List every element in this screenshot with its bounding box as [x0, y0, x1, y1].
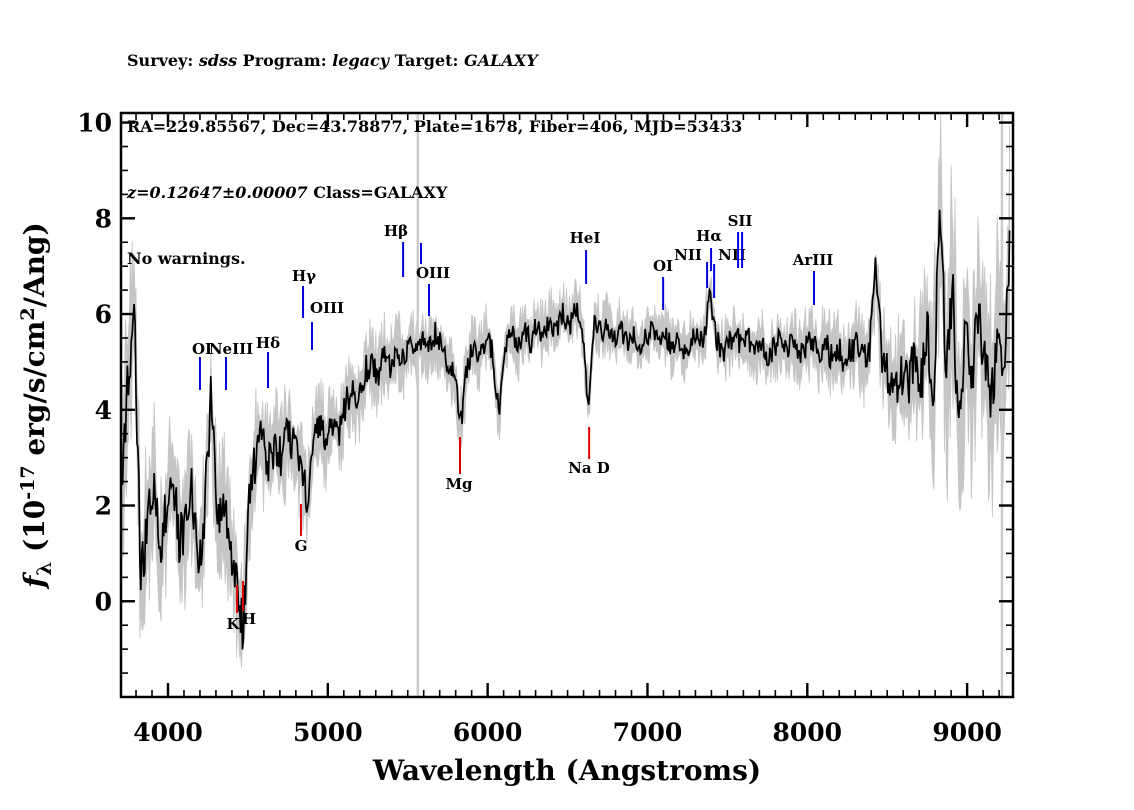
redshift-value: z=0.12647±0.00007 [127, 183, 308, 202]
spectrum-line [121, 209, 1011, 650]
survey-label: Survey: [127, 51, 199, 70]
header-line-warnings: No warnings. [127, 249, 246, 268]
line-marker-label: NII [674, 246, 702, 264]
line-marker-K: K [226, 585, 240, 633]
y-tick-label: 2 [95, 492, 112, 521]
line-marker-Hβ: Hβ [384, 222, 408, 277]
line-marker-ArIII: ArIII [792, 251, 834, 305]
y-tick-label: 4 [95, 396, 112, 425]
x-tick-label: 7000 [613, 718, 683, 747]
x-tick-labels: 4000 5000 6000 7000 8000 9000 [133, 718, 1002, 747]
header-block: Survey: sdss Program: legacy Target: GAL… [127, 6, 742, 292]
x-axis-title: Wavelength (Angstroms) [372, 754, 761, 787]
y-tick-label: 6 [95, 300, 112, 329]
class-value: Class=GALAXY [307, 183, 448, 202]
line-marker-label: Hδ [256, 334, 280, 352]
line-marker-label: Na D [568, 459, 610, 477]
x-tick-label: 6000 [453, 718, 523, 747]
line-marker-G: G [295, 504, 308, 555]
line-marker-Hα: Hα [696, 227, 722, 271]
line-marker-label: OI [653, 257, 673, 275]
line-marker-Na-D: Na D [568, 427, 610, 477]
program-value: legacy [332, 51, 390, 70]
line-marker-label: G [295, 537, 308, 555]
line-marker-label: OI [192, 340, 212, 358]
line-marker-HeI: HeI [570, 229, 601, 284]
survey-value: sdss [198, 51, 238, 70]
y-tick-label: 10 [77, 109, 112, 138]
header-line-coords: RA=229.85567, Dec=43.78877, Plate=1678, … [127, 117, 743, 136]
line-marker-OIII: OIII [310, 299, 344, 350]
line-marker-label: ArIII [792, 251, 834, 269]
x-tick-label: 5000 [293, 718, 363, 747]
y-axis-title: fλ (10-17 erg/s/cm2/Ang) [17, 222, 56, 590]
line-marker-NII: NII [674, 246, 709, 288]
line-marker-NeIII: NeIII [209, 340, 253, 390]
line-marker-label: Hγ [292, 267, 316, 285]
line-marker-label: HeI [570, 229, 601, 247]
line-marker-label: Hα [696, 227, 722, 245]
line-marker-H: H [242, 581, 256, 628]
sky-residual-lines [416, 113, 1004, 697]
axis-ticks [121, 113, 1013, 698]
line-marker-label: SII [728, 212, 753, 230]
line-marker-label: NeIII [209, 340, 253, 358]
y-tick-labels: 0 2 4 6 8 10 [77, 109, 112, 617]
line-marker-label: OIII [310, 299, 344, 317]
line-marker-OI: OI [653, 257, 673, 310]
x-tick-label: 4000 [133, 718, 203, 747]
line-marker-label: OIII [416, 264, 450, 282]
line-marker-label: Mg [445, 475, 473, 493]
line-marker-Mg: Mg [445, 437, 473, 493]
program-label: Program: [237, 51, 333, 70]
header-line-survey: Survey: sdss Program: legacy Target: GAL… [127, 50, 742, 72]
x-tick-label: 8000 [773, 718, 843, 747]
line-marker-SII: SII [728, 212, 753, 268]
target-label: Target: [389, 51, 465, 70]
line-marker-OIII: OIII [416, 243, 450, 316]
line-marker-Hγ: Hγ [292, 267, 316, 318]
x-tick-label: 9000 [932, 718, 1002, 747]
target-value: GALAXY [464, 51, 538, 70]
header-line-redshift: z=0.12647±0.00007 Class=GALAXY [127, 182, 742, 204]
line-marker-label: Hβ [384, 222, 408, 240]
line-marker-Hδ: Hδ [256, 334, 280, 388]
line-marker-OI: OI [192, 340, 212, 390]
line-marker-label: K [226, 615, 240, 633]
y-tick-label: 8 [95, 204, 112, 233]
line-marker-label: H [242, 610, 256, 628]
y-tick-label: 0 [95, 587, 112, 616]
